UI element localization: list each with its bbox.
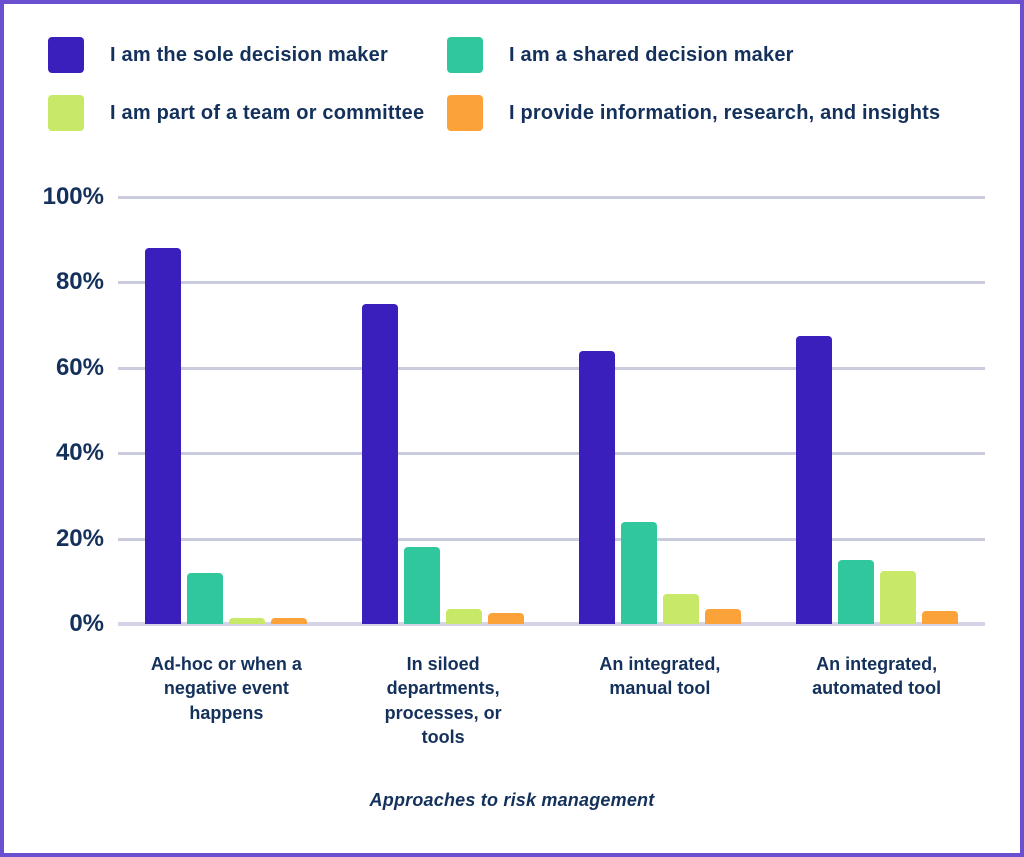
legend-swatch-icon (48, 37, 84, 73)
legend-label: I am a shared decision maker (509, 43, 794, 66)
legend-item-shared-decision-maker: I am a shared decision maker (447, 37, 940, 73)
bar (704, 609, 741, 624)
legend-label: I provide information, research, and ins… (509, 101, 941, 124)
bar (837, 559, 874, 624)
plot-area: 0% 20% 40% 60% 80% 100% (43, 184, 985, 637)
bar (271, 617, 308, 624)
bar-group (768, 197, 985, 624)
bar (362, 303, 399, 624)
bar-groups (118, 197, 985, 624)
bar (229, 617, 266, 624)
legend-swatch-icon (447, 95, 483, 131)
x-axis-baseline (118, 622, 985, 626)
gridline (118, 281, 985, 285)
legend-item-sole-decision-maker: I am the sole decision maker (48, 37, 447, 73)
legend-item-provide-insights: I provide information, research, and ins… (447, 95, 940, 131)
bar-group (118, 197, 335, 624)
x-tick-label: Ad-hoc or when a negative event happens (150, 654, 302, 723)
y-tick-label: 20% (55, 524, 104, 552)
legend: I am the sole decision maker I am a shar… (48, 37, 940, 131)
legend-swatch-icon (447, 37, 483, 73)
y-tick-label: 40% (55, 439, 104, 467)
legend-swatch-icon (48, 95, 84, 131)
gridline (118, 196, 985, 199)
legend-label: I am part of a team or committee (110, 101, 425, 124)
legend-label: I am the sole decision maker (110, 43, 388, 66)
x-tick-label: An integrated, automated tool (812, 654, 942, 699)
bar (404, 547, 441, 624)
bar (879, 570, 916, 624)
x-axis-labels: Ad-hoc or when a negative event happens I… (118, 652, 985, 749)
x-axis-title: Approaches to risk management (369, 790, 655, 810)
bar-group (552, 197, 769, 624)
bar-group (335, 197, 552, 624)
x-tick-label: In siloed departments, processes, or too… (384, 654, 502, 747)
y-tick-label: 80% (55, 268, 104, 296)
bar (795, 335, 832, 624)
y-tick-label: 60% (55, 353, 104, 381)
x-tick-label: An integrated, manual tool (599, 654, 721, 699)
bar (187, 572, 224, 624)
bar (488, 613, 525, 624)
gridline (118, 452, 985, 456)
legend-item-team-or-committee: I am part of a team or committee (48, 95, 447, 131)
bar (578, 350, 615, 624)
bar (662, 594, 699, 624)
bar (620, 521, 657, 624)
gridline (118, 366, 985, 370)
bar (446, 609, 483, 624)
bar (921, 611, 958, 624)
bar (145, 248, 182, 624)
y-tick-label: 100% (42, 183, 104, 210)
gridline (118, 537, 985, 541)
y-tick-label: 0% (69, 610, 104, 637)
